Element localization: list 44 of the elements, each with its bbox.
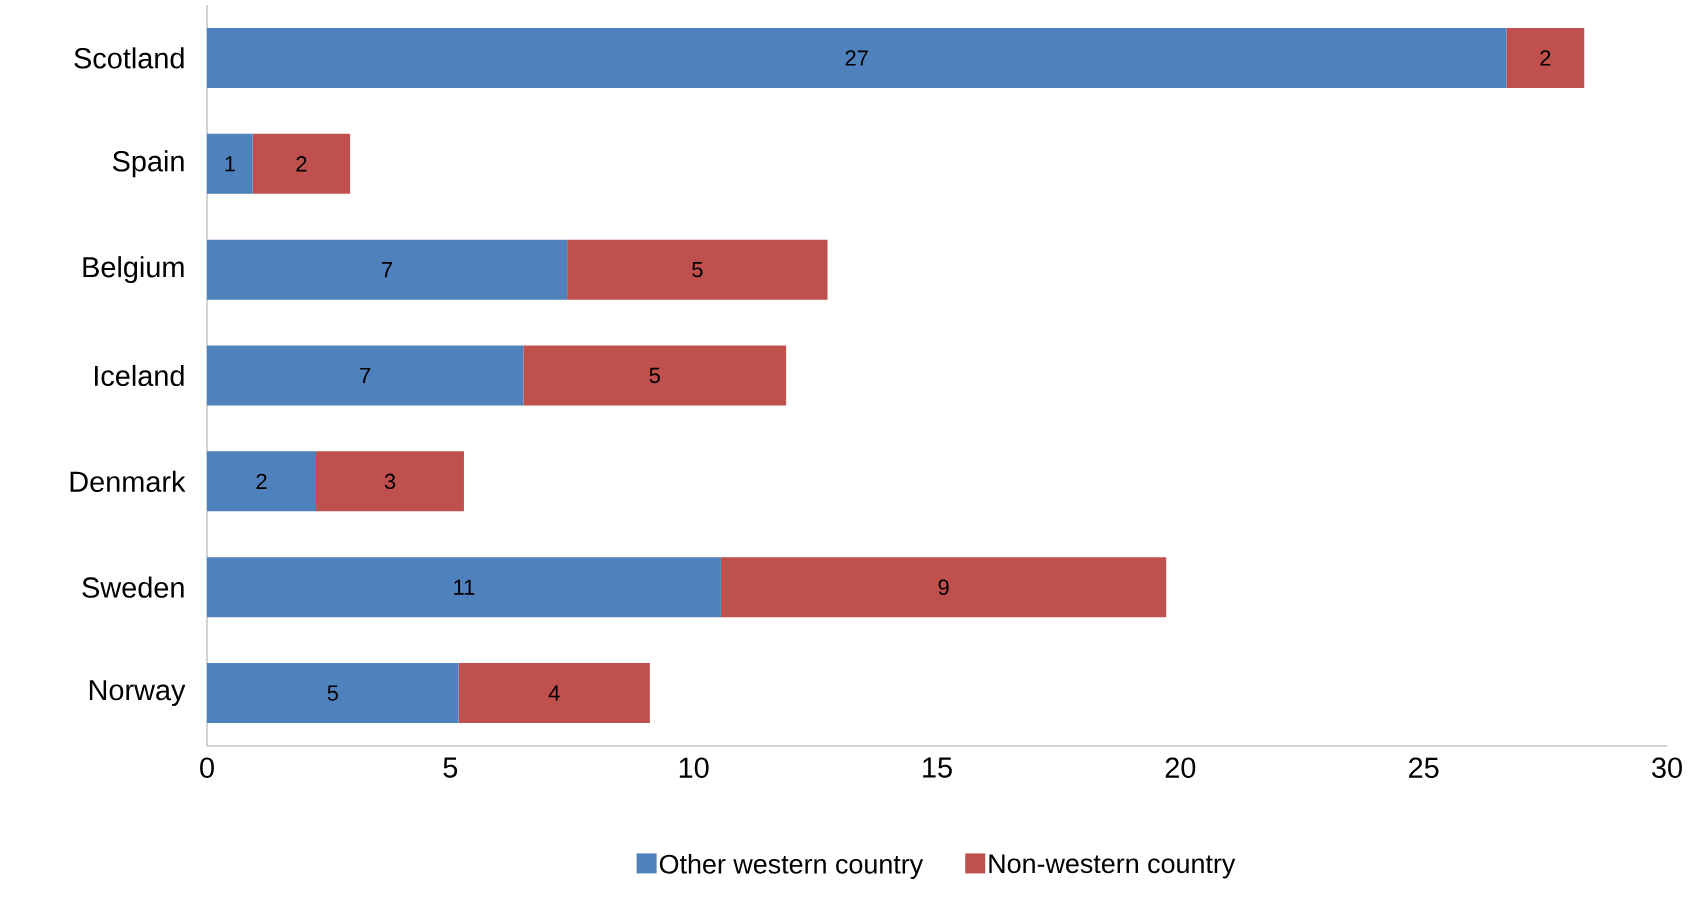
bar: [207, 451, 317, 512]
data-label: 9: [938, 579, 949, 595]
y-tick-label: Belgium: [83, 256, 184, 284]
data-label: 1: [225, 156, 235, 172]
data-label: 2: [296, 156, 307, 172]
bar: [207, 239, 568, 300]
bar: [207, 663, 459, 724]
legend-label: Non-western country: [989, 854, 1236, 879]
y-tick-label: Iceland: [94, 364, 184, 387]
x-tick-label: 30: [1652, 757, 1682, 778]
bar: [458, 663, 650, 724]
y-tick-label: Norway: [89, 680, 186, 707]
y-tick-label: Sweden: [82, 576, 184, 598]
data-label: 5: [327, 685, 338, 701]
data-label: 2: [1540, 50, 1551, 66]
data-label: 5: [692, 261, 703, 278]
bar: [720, 557, 1167, 618]
bar: [1506, 27, 1585, 88]
data-label: 7: [360, 367, 371, 384]
data-label: 2: [256, 473, 267, 489]
legend-label: Other western country: [659, 853, 924, 879]
data-label: 27: [845, 50, 868, 66]
bar: [316, 451, 464, 512]
y-tick-label: Denmark: [70, 470, 186, 492]
data-label: 5: [649, 367, 660, 384]
x-tick-label: 0: [200, 757, 214, 778]
data-label: 7: [382, 262, 393, 278]
bar: [207, 345, 524, 406]
x-tick-label: 25: [1409, 757, 1439, 778]
bar: [567, 239, 828, 300]
x-tick-label: 5: [443, 757, 458, 778]
x-tick-label: 15: [923, 757, 952, 778]
x-tick-label: 10: [679, 757, 709, 778]
bar: [207, 557, 721, 618]
y-tick-label: Scotland: [74, 47, 184, 69]
data-label: 3: [384, 473, 396, 490]
x-tick-label: 20: [1165, 757, 1196, 778]
y-tick-label: Spain: [112, 150, 184, 178]
bar: [523, 345, 787, 406]
bar: [207, 27, 1507, 88]
bar: [207, 133, 253, 194]
data-label: 4: [548, 685, 560, 701]
data-label: 11: [454, 579, 475, 595]
bar: [252, 133, 351, 194]
